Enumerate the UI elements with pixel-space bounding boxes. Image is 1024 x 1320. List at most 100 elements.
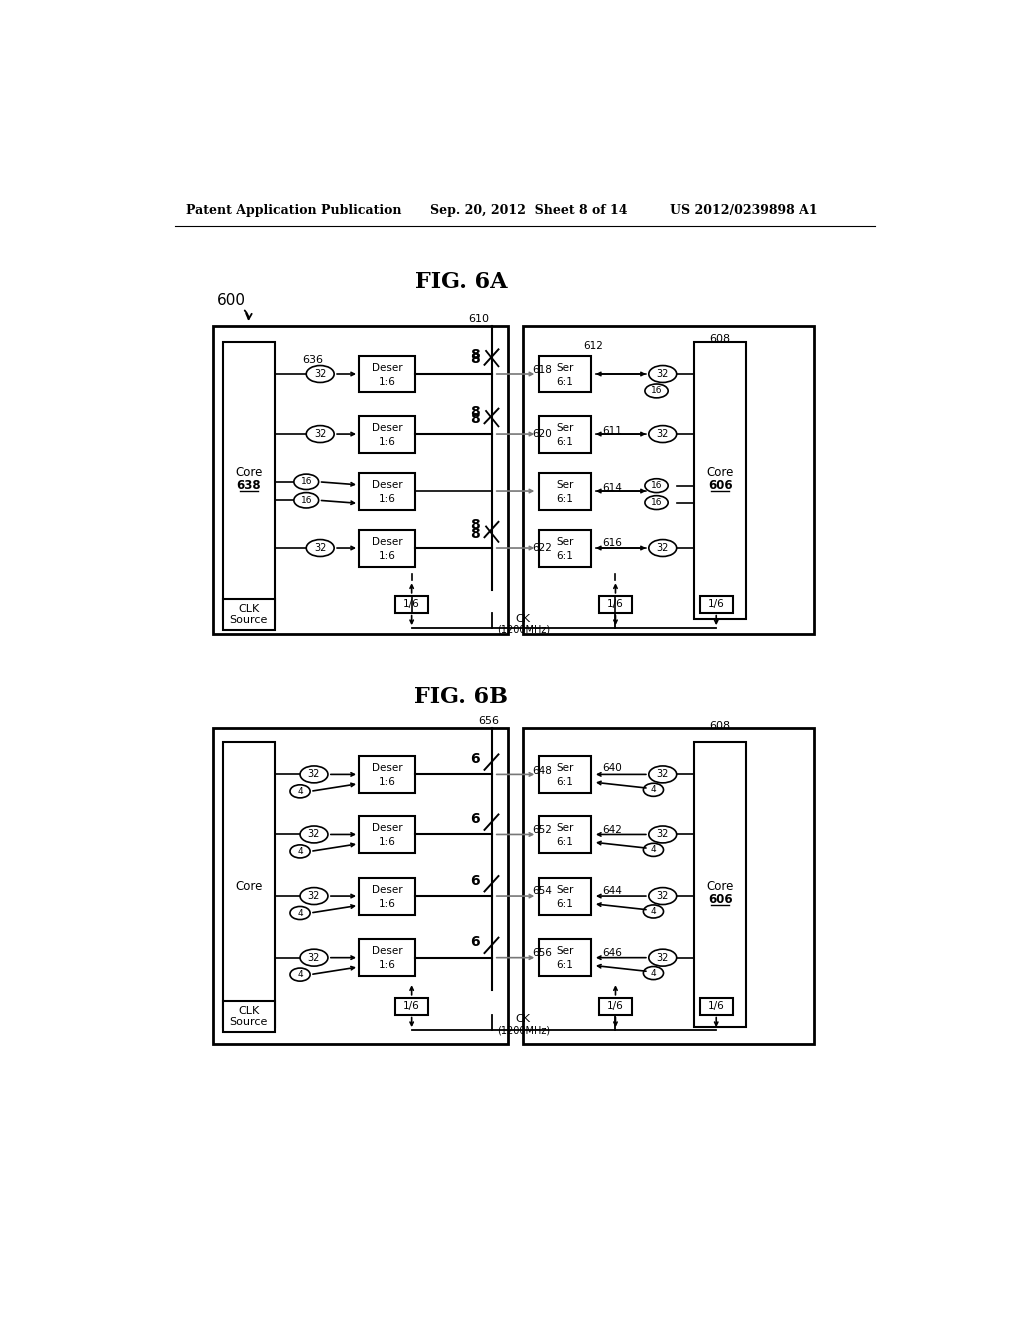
Bar (222, 599, 275, 630)
Ellipse shape (649, 766, 677, 783)
Text: 4: 4 (650, 845, 656, 854)
Text: CLK: CLK (239, 603, 259, 614)
Ellipse shape (290, 845, 310, 858)
Text: 8: 8 (470, 517, 480, 532)
Text: 4: 4 (297, 847, 303, 855)
Text: 16: 16 (300, 496, 312, 504)
Text: FIG. 6A: FIG. 6A (415, 271, 508, 293)
Text: 614: 614 (602, 483, 623, 492)
Text: 648: 648 (531, 766, 552, 776)
Ellipse shape (649, 366, 677, 383)
Text: CK: CK (516, 1014, 530, 1024)
Text: Core: Core (236, 466, 262, 479)
Bar (531, 350, 646, 577)
Text: Deser: Deser (372, 537, 402, 546)
Ellipse shape (306, 540, 334, 557)
Bar (539, 529, 592, 566)
Text: 646: 646 (602, 948, 623, 958)
Ellipse shape (643, 783, 664, 796)
Bar (599, 998, 632, 1015)
Text: (1200MHz): (1200MHz) (497, 1026, 550, 1035)
Text: 618: 618 (531, 366, 552, 375)
Text: 6:1: 6:1 (557, 494, 573, 504)
Text: Source: Source (229, 1018, 268, 1027)
Text: 642: 642 (602, 825, 623, 834)
Bar (523, 729, 814, 1044)
Text: 1:6: 1:6 (379, 837, 395, 847)
Ellipse shape (643, 906, 664, 917)
Text: 656: 656 (531, 948, 552, 958)
Ellipse shape (306, 366, 334, 383)
Text: Deser: Deser (372, 480, 402, 490)
Bar (359, 816, 415, 853)
Text: 16: 16 (651, 482, 663, 490)
Text: 636: 636 (302, 355, 323, 366)
Text: Deser: Deser (372, 422, 402, 433)
Text: 32: 32 (656, 829, 669, 840)
Text: 32: 32 (308, 891, 321, 902)
Text: Core: Core (236, 879, 262, 892)
Text: 1:6: 1:6 (379, 376, 395, 387)
Bar (539, 878, 592, 915)
Bar (700, 595, 732, 612)
Text: 1:6: 1:6 (379, 437, 395, 446)
Text: 32: 32 (656, 770, 669, 779)
Bar (359, 355, 415, 392)
Text: 6:1: 6:1 (557, 437, 573, 446)
Text: 610: 610 (468, 314, 488, 323)
Text: 32: 32 (656, 953, 669, 962)
Ellipse shape (294, 492, 318, 508)
Text: 612: 612 (583, 341, 603, 351)
Text: 622: 622 (531, 543, 552, 553)
Bar (539, 940, 592, 975)
Text: Core: Core (707, 879, 734, 892)
Bar (539, 756, 592, 793)
Text: 6:1: 6:1 (557, 961, 573, 970)
Text: 620: 620 (531, 429, 552, 440)
Bar (395, 998, 428, 1015)
Text: Core: Core (707, 466, 734, 479)
Ellipse shape (649, 826, 677, 843)
Text: 4: 4 (297, 908, 303, 917)
Ellipse shape (649, 887, 677, 904)
Bar (395, 595, 428, 612)
Text: 32: 32 (656, 891, 669, 902)
Ellipse shape (649, 425, 677, 442)
Ellipse shape (645, 495, 669, 510)
Bar (693, 342, 746, 619)
Text: 32: 32 (314, 429, 327, 440)
Bar (213, 729, 508, 1044)
Text: 600: 600 (216, 293, 246, 309)
Ellipse shape (643, 966, 664, 979)
Text: 608: 608 (710, 334, 731, 345)
Ellipse shape (645, 384, 669, 397)
Text: 32: 32 (314, 543, 327, 553)
Text: 6:1: 6:1 (557, 376, 573, 387)
Ellipse shape (306, 425, 334, 442)
Text: 32: 32 (308, 953, 321, 962)
Text: 656: 656 (478, 715, 499, 726)
Text: 16: 16 (300, 478, 312, 486)
Text: 6: 6 (470, 874, 480, 887)
Text: CK: CK (516, 614, 530, 624)
Text: 6:1: 6:1 (557, 837, 573, 847)
Text: 1/6: 1/6 (708, 1001, 725, 1011)
Text: 1:6: 1:6 (379, 961, 395, 970)
Bar (359, 529, 415, 566)
Text: 16: 16 (651, 387, 663, 396)
Text: Ser: Ser (556, 422, 573, 433)
Text: Patent Application Publication: Patent Application Publication (186, 205, 401, 218)
Bar (222, 1001, 275, 1032)
Ellipse shape (290, 907, 310, 920)
Bar (523, 326, 814, 635)
Bar (599, 595, 632, 612)
Text: 638: 638 (237, 479, 261, 492)
Text: 4: 4 (297, 970, 303, 979)
Text: 6: 6 (470, 752, 480, 766)
Bar (539, 416, 592, 453)
Bar (693, 742, 746, 1027)
Bar (222, 342, 275, 619)
Ellipse shape (645, 479, 669, 492)
Text: Deser: Deser (372, 884, 402, 895)
Text: Deser: Deser (372, 824, 402, 833)
